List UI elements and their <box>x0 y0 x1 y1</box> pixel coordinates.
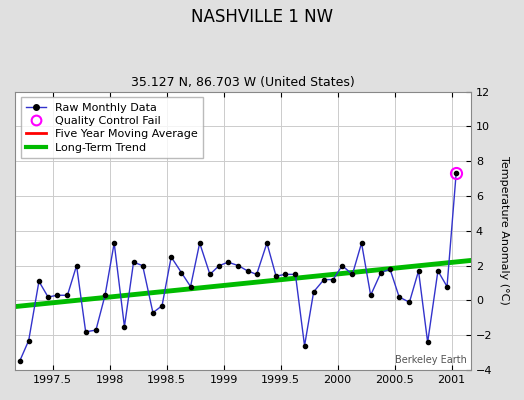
Title: 35.127 N, 86.703 W (United States): 35.127 N, 86.703 W (United States) <box>131 76 355 89</box>
Y-axis label: Temperature Anomaly (°C): Temperature Anomaly (°C) <box>499 156 509 305</box>
Text: Berkeley Earth: Berkeley Earth <box>395 354 466 364</box>
Text: NASHVILLE 1 NW: NASHVILLE 1 NW <box>191 8 333 26</box>
Legend: Raw Monthly Data, Quality Control Fail, Five Year Moving Average, Long-Term Tren: Raw Monthly Data, Quality Control Fail, … <box>20 97 203 158</box>
